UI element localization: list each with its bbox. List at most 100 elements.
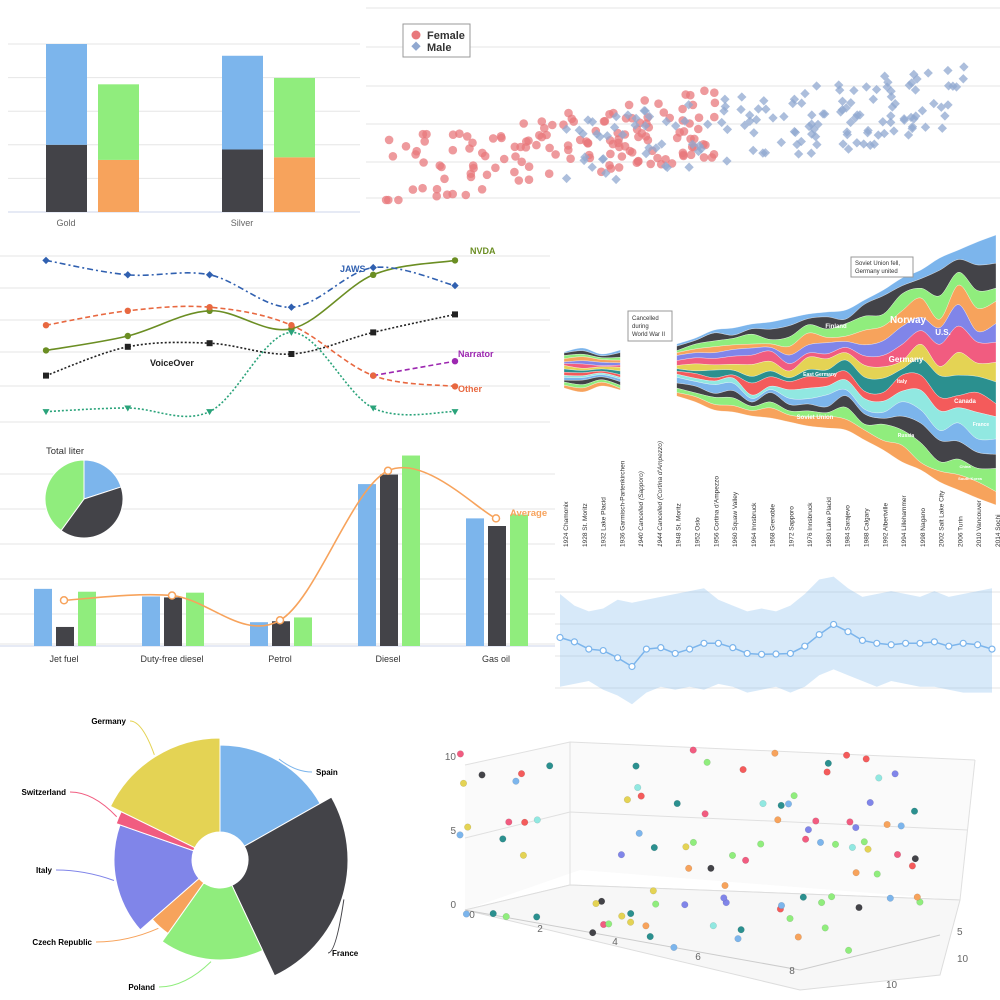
scatter-point [818, 899, 826, 907]
scatter-point [720, 894, 728, 902]
point-marker [369, 263, 377, 272]
scatter-point [759, 800, 767, 808]
female-point [519, 119, 528, 128]
scatter-point [478, 771, 486, 779]
male-point [889, 126, 899, 136]
male-point [720, 101, 730, 112]
category-label: Silver [231, 218, 254, 228]
female-point [681, 90, 690, 99]
x-tick-label: 1988 Calgary [864, 508, 871, 547]
male-point [561, 124, 572, 134]
fuel-bar [164, 597, 182, 646]
female-point [614, 163, 624, 172]
scatter-point [605, 920, 613, 928]
female-point [384, 135, 394, 145]
x-tick-label: 2006 Turin [957, 516, 964, 547]
scatter-point [517, 770, 526, 778]
stream-series-label: U.S. [935, 328, 951, 337]
scatter-point [828, 893, 836, 901]
female-point [491, 163, 500, 173]
stream-series-label: Finland [825, 324, 847, 330]
x-tick-label: 1994 Lillehammer [901, 494, 908, 547]
scatter-point [824, 759, 832, 767]
female-point [517, 157, 526, 167]
fuel-bar [380, 474, 398, 646]
slice-label: Germany [91, 717, 126, 726]
scatter-point [790, 792, 798, 800]
bar-segment [46, 44, 87, 145]
stream-series-label: Soviet Union [797, 415, 834, 421]
x-axis [464, 909, 801, 971]
female-point [510, 167, 519, 177]
scatter-point [459, 779, 468, 787]
male-point [910, 85, 921, 95]
range-marker [599, 646, 607, 655]
x-tick-label: 6 [695, 952, 701, 963]
slice-label: Poland [128, 983, 155, 992]
point-marker [370, 372, 377, 379]
female-point [461, 190, 471, 200]
connector [327, 899, 345, 954]
male-point [852, 138, 862, 148]
scatter-point [848, 843, 856, 851]
annotation-text: World War II [632, 332, 665, 338]
female-point [700, 86, 709, 96]
fuel-bar [510, 514, 528, 646]
x-tick-label: 1964 Innsbruck [751, 502, 758, 547]
fuel-bar [56, 626, 74, 646]
female-point [469, 163, 478, 173]
range-marker [657, 644, 665, 652]
x-tick-label: 1998 Nagano [920, 508, 927, 547]
point-marker [451, 383, 459, 390]
point-marker [369, 405, 377, 412]
point-marker [42, 256, 50, 265]
x-tick-label: 1956 Cortina d'Ampezzo [713, 476, 720, 547]
pie-slice [113, 824, 200, 931]
annotation-text: Cancelled [632, 316, 659, 322]
x-tick-label: 1924 Chamonix [563, 501, 570, 547]
range-marker [729, 644, 737, 652]
category-label: Duty-free diesel [140, 654, 203, 664]
connector [158, 961, 212, 988]
male-point [940, 111, 950, 121]
female-point [567, 114, 577, 124]
female-point [420, 137, 429, 146]
male-point [807, 110, 817, 120]
male-point [886, 117, 896, 128]
male-point [959, 62, 969, 72]
female-point [710, 88, 719, 97]
scatter-point [855, 903, 863, 912]
category-label: Gold [56, 218, 75, 228]
female-point [408, 185, 418, 194]
male-point [951, 82, 962, 92]
bar-segment [274, 77, 315, 158]
fuel-bar [78, 591, 96, 646]
scatter-point [627, 910, 635, 918]
scatter-point [742, 856, 750, 864]
average-marker [59, 596, 69, 605]
range-marker [671, 649, 679, 658]
annotation-box [627, 310, 673, 342]
category-label: Diesel [375, 654, 400, 664]
male-point [865, 140, 875, 150]
pie-slice [109, 737, 221, 849]
scatter-point [617, 851, 625, 859]
x-tick-label: 1984 Sarajevo [845, 505, 852, 547]
z-axis [799, 934, 941, 971]
male-point [812, 139, 822, 150]
scatter-point [734, 935, 742, 943]
scatter-point [739, 766, 747, 774]
male-point [846, 98, 856, 108]
scatter-point [860, 838, 868, 846]
scatter-point [864, 845, 872, 853]
bar-segment [46, 144, 87, 212]
x-tick-label: 1944 Cancelled (Cortina d'Ampezzo) [657, 441, 664, 547]
fuel-chart: Jet fuel Duty-free diesel Petrol Diesel Gas … [0, 436, 555, 672]
x-tick-label: 2002 Salt Lake City [939, 490, 946, 547]
range-marker [628, 662, 636, 671]
scatter-point [737, 926, 745, 934]
legend-box [402, 23, 471, 58]
scatter-point [703, 758, 711, 766]
point-marker [124, 405, 132, 412]
category-label: Gas oil [482, 654, 510, 664]
